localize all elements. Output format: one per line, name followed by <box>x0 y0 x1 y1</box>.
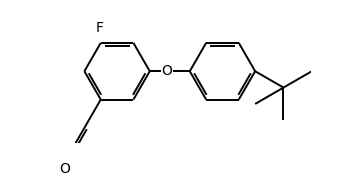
Text: F: F <box>96 21 104 35</box>
Text: O: O <box>162 64 172 78</box>
Text: O: O <box>59 162 70 176</box>
